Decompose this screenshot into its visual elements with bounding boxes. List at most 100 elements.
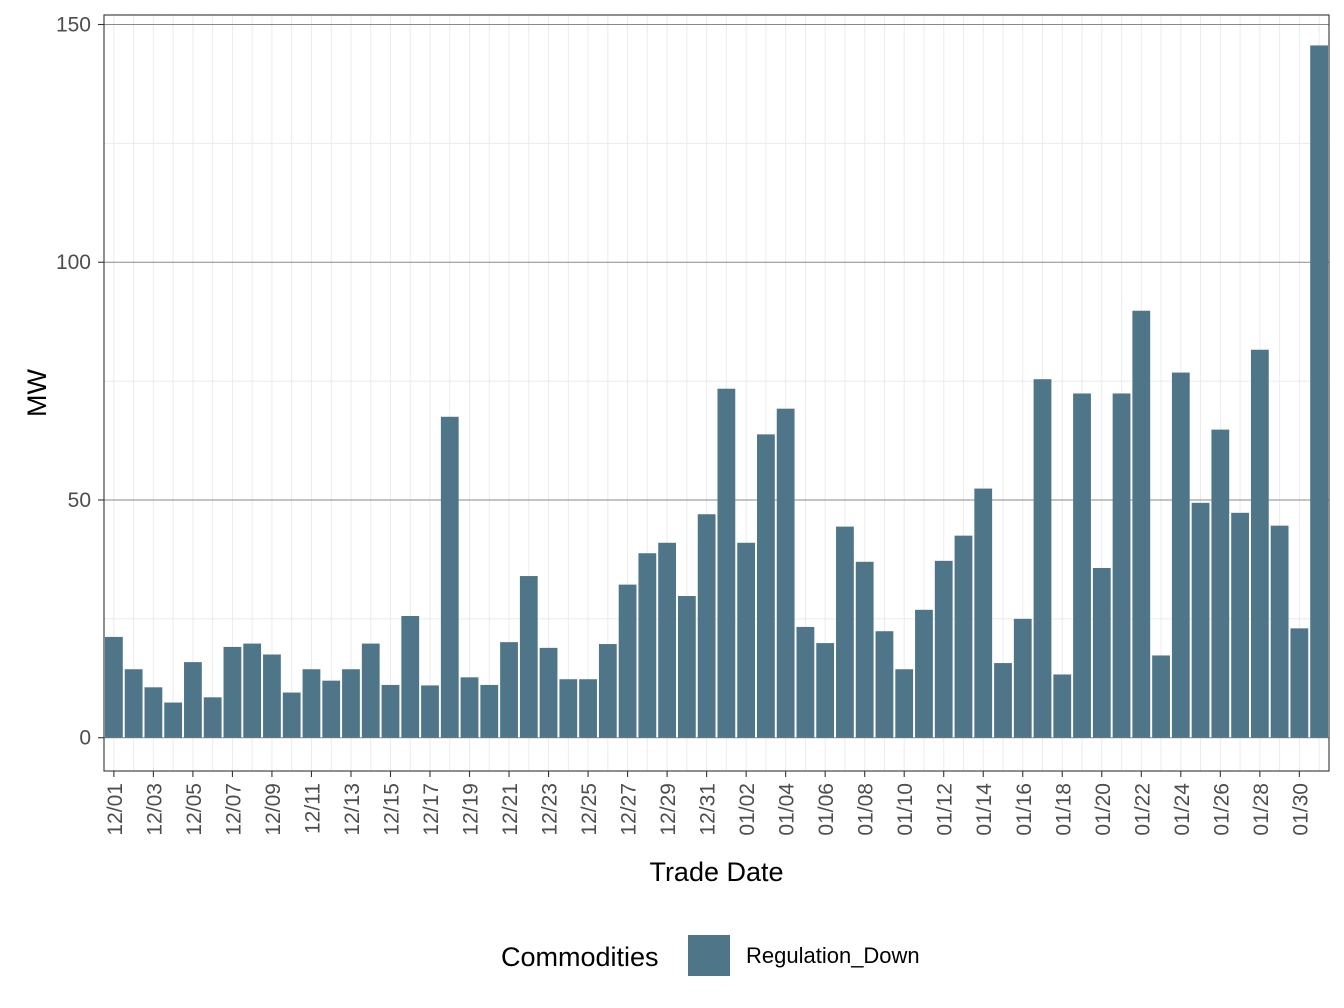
y-tick-label: 0 — [79, 727, 91, 750]
bar-01-27 — [1231, 512, 1249, 738]
x-tick-label: 12/25 — [578, 783, 601, 836]
bar-12-31 — [697, 514, 716, 738]
bar-01-24 — [1171, 372, 1190, 738]
bars-layer — [104, 45, 1329, 738]
bar-12-28 — [638, 553, 657, 738]
bar-01-30 — [1290, 628, 1309, 738]
bar-01-06 — [816, 643, 835, 738]
legend-title: Commodities — [501, 942, 659, 972]
bar-01-04 — [776, 408, 795, 738]
bar-01-29 — [1270, 525, 1289, 738]
bar-12-29 — [658, 542, 676, 738]
bar-01-01 — [717, 388, 736, 738]
x-tick-label: 12/07 — [222, 783, 245, 836]
bar-01-05 — [796, 626, 815, 738]
bar-01-11 — [915, 609, 933, 738]
x-tick-label: 01/30 — [1289, 783, 1312, 836]
bar-01-07 — [836, 526, 854, 738]
bar-12-19 — [460, 677, 479, 738]
bar-12-22 — [519, 576, 538, 738]
y-axis-title: MW — [22, 369, 52, 417]
y-tick-label: 50 — [68, 489, 91, 512]
x-tick-label: 01/20 — [1092, 783, 1115, 836]
bar-12-24 — [559, 679, 578, 738]
bar-12-15 — [381, 684, 400, 738]
bar-12-11 — [302, 669, 321, 738]
bar-01-28 — [1250, 349, 1269, 738]
x-tick-label: 12/01 — [104, 783, 127, 836]
bar-12-30 — [677, 596, 696, 738]
x-tick-label: 12/29 — [657, 783, 680, 836]
bar-12-02 — [124, 669, 143, 738]
x-tick-label: 01/14 — [973, 783, 996, 836]
x-tick-label: 12/27 — [618, 783, 641, 836]
x-tick-label: 12/17 — [420, 783, 443, 836]
plot-panel-border — [103, 14, 1330, 772]
y-tick-label: 150 — [56, 14, 91, 37]
bar-01-17 — [1033, 379, 1052, 738]
bar-12-13 — [342, 669, 360, 738]
bar-12-07 — [223, 646, 242, 738]
bar-01-13 — [954, 535, 973, 738]
x-tick-label: 01/18 — [1052, 783, 1075, 836]
x-tick-label: 12/31 — [697, 783, 720, 836]
x-tick-label: 12/03 — [143, 783, 166, 836]
bar-01-26 — [1211, 429, 1230, 738]
bar-01-19 — [1073, 393, 1091, 738]
x-tick-label: 12/11 — [301, 783, 324, 834]
bar-12-05 — [184, 662, 202, 738]
bar-01-25 — [1191, 502, 1210, 738]
legend-key-regulation-down — [688, 935, 730, 976]
x-tick-label: 01/16 — [1013, 783, 1036, 836]
bar-01-23 — [1152, 655, 1170, 738]
bar-12-12 — [322, 680, 341, 738]
x-tick-label: 12/15 — [380, 783, 403, 836]
x-axis: 12/01 12/03 12/05 12/07 12/09 12/11 12/13 12/15… — [104, 771, 1312, 836]
x-tick-label: 01/22 — [1131, 783, 1154, 836]
bar-01-31 — [1310, 45, 1329, 738]
bar-12-14 — [361, 643, 380, 738]
x-axis-title: Trade Date — [649, 857, 783, 887]
x-tick-label: 01/24 — [1171, 783, 1194, 836]
x-tick-label: 12/19 — [460, 783, 483, 836]
bar-01-22 — [1132, 310, 1151, 738]
bar-12-26 — [598, 644, 617, 738]
bar-01-02 — [737, 542, 756, 738]
x-tick-label: 12/09 — [262, 783, 285, 836]
bar-12-27 — [618, 584, 637, 738]
bar-12-10 — [282, 692, 301, 738]
bar-01-18 — [1053, 674, 1072, 738]
x-tick-label: 01/08 — [855, 783, 878, 836]
bar-12-18 — [440, 416, 459, 738]
x-tick-label: 12/13 — [341, 783, 364, 836]
x-tick-label: 12/23 — [539, 783, 562, 836]
x-tick-label: 01/06 — [815, 783, 838, 836]
x-tick-label: 01/02 — [736, 783, 759, 836]
bar-01-08 — [855, 561, 874, 738]
bar-12-23 — [539, 647, 558, 738]
bar-12-03 — [144, 687, 163, 738]
bar-12-09 — [263, 654, 281, 738]
x-tick-label: 01/28 — [1250, 783, 1273, 836]
bar-12-25 — [579, 679, 597, 738]
x-tick-label: 01/12 — [934, 783, 957, 836]
bar-01-21 — [1112, 393, 1131, 738]
x-tick-label: 01/04 — [776, 783, 799, 836]
bar-01-12 — [934, 560, 953, 738]
bar-12-17 — [421, 685, 439, 738]
bar-01-15 — [994, 663, 1012, 738]
bar-12-04 — [164, 702, 183, 738]
bar-01-10 — [895, 669, 914, 738]
bar-12-20 — [480, 684, 499, 738]
legend: Commodities Regulation_Down — [501, 935, 920, 976]
x-tick-label: 01/10 — [894, 783, 917, 836]
y-tick-label: 100 — [56, 251, 91, 274]
x-tick-label: 01/26 — [1210, 783, 1233, 836]
bar-01-20 — [1092, 567, 1111, 738]
bar-01-14 — [974, 488, 993, 738]
bar-12-01 — [104, 636, 123, 738]
y-axis: 0 50 100 150 — [56, 14, 104, 750]
bar-12-08 — [243, 643, 262, 738]
bar-12-06 — [203, 697, 222, 738]
